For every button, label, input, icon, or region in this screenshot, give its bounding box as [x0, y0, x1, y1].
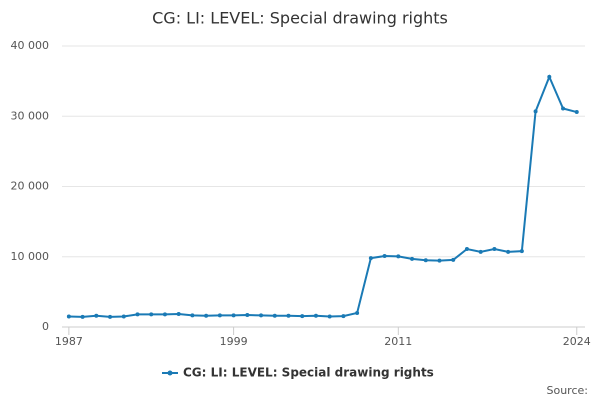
y-tick-label: 10 000 [11, 250, 50, 263]
legend-label: CG: LI: LEVEL: Special drawing rights [183, 366, 434, 380]
point [464, 247, 469, 252]
legend-marker [167, 370, 173, 376]
point [327, 314, 332, 319]
point [368, 256, 373, 261]
point [204, 313, 209, 318]
point [506, 249, 511, 254]
point [355, 310, 360, 315]
point [561, 106, 566, 111]
point [121, 314, 126, 319]
point [190, 313, 195, 318]
point [423, 258, 428, 263]
point [94, 313, 99, 318]
point [533, 109, 538, 114]
point [149, 312, 154, 317]
point [108, 314, 113, 319]
point [341, 314, 346, 319]
chart-title: CG: LI: LEVEL: Special drawing rights [152, 9, 448, 28]
y-tick-label: 40 000 [11, 39, 50, 52]
y-tick-label: 0 [42, 320, 49, 333]
y-tick-label: 30 000 [11, 109, 50, 122]
point [519, 249, 524, 254]
y-tick-label: 20 000 [11, 180, 50, 193]
point [245, 313, 250, 318]
point [574, 110, 579, 115]
point [478, 249, 483, 254]
point [300, 314, 305, 319]
line [68, 74, 578, 318]
point [66, 314, 71, 319]
x-tick-label: 1987 [55, 335, 83, 348]
point [135, 312, 140, 317]
point [313, 313, 318, 318]
point [547, 74, 552, 79]
x-tick-label: 1999 [220, 335, 248, 348]
point [259, 313, 264, 318]
point [451, 257, 456, 262]
point [176, 312, 181, 317]
point [410, 256, 415, 261]
point [437, 258, 442, 263]
x-tick-label: 2011 [384, 335, 412, 348]
point [396, 254, 401, 259]
point [272, 313, 277, 318]
point [162, 312, 167, 317]
x-tick-label: 2024 [563, 335, 591, 348]
source: Source: [547, 384, 589, 397]
point [286, 313, 291, 318]
point [80, 314, 85, 319]
point [217, 313, 222, 318]
point [382, 254, 387, 259]
point [231, 313, 236, 318]
point [492, 247, 497, 252]
